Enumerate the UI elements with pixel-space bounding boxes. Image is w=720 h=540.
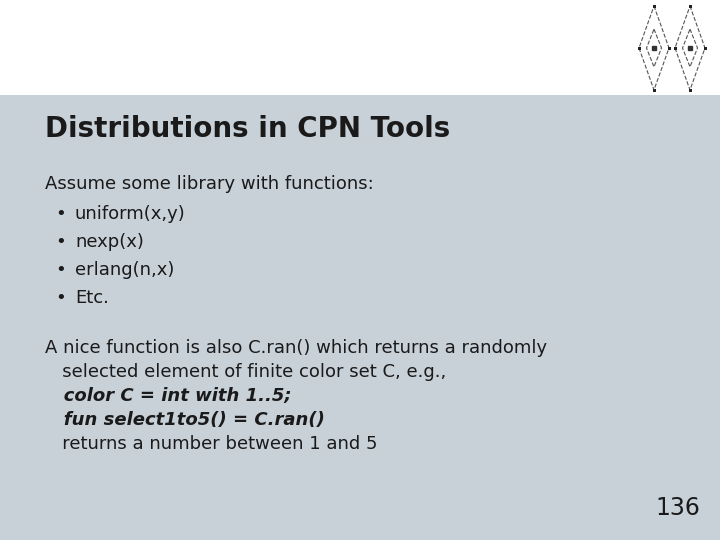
Text: returns a number between 1 and 5: returns a number between 1 and 5 bbox=[45, 435, 377, 453]
Bar bbox=[688, 89, 691, 91]
Bar bbox=[652, 4, 655, 8]
Bar bbox=[637, 46, 641, 50]
Bar bbox=[688, 4, 691, 8]
Text: A nice function is also C.ran() which returns a randomly: A nice function is also C.ran() which re… bbox=[45, 339, 547, 357]
Text: Assume some library with functions:: Assume some library with functions: bbox=[45, 175, 374, 193]
Bar bbox=[667, 46, 670, 50]
Bar bbox=[652, 89, 655, 91]
Text: •: • bbox=[55, 289, 66, 307]
Text: Etc.: Etc. bbox=[75, 289, 109, 307]
Bar bbox=[0, 0, 720, 95]
Text: •: • bbox=[55, 261, 66, 279]
Bar bbox=[703, 46, 706, 50]
Text: erlang(n,x): erlang(n,x) bbox=[75, 261, 174, 279]
Text: •: • bbox=[55, 233, 66, 251]
Text: uniform(x,y): uniform(x,y) bbox=[75, 205, 186, 223]
Bar bbox=[673, 46, 677, 50]
Text: 136: 136 bbox=[655, 496, 700, 520]
Text: color C = int with 1..5;: color C = int with 1..5; bbox=[45, 387, 292, 405]
Text: fun select1to5() = C.ran(): fun select1to5() = C.ran() bbox=[45, 411, 325, 429]
Text: •: • bbox=[55, 205, 66, 223]
Text: selected element of finite color set C, e.g.,: selected element of finite color set C, … bbox=[45, 363, 446, 381]
Text: Distributions in CPN Tools: Distributions in CPN Tools bbox=[45, 115, 450, 143]
Text: nexp(x): nexp(x) bbox=[75, 233, 144, 251]
